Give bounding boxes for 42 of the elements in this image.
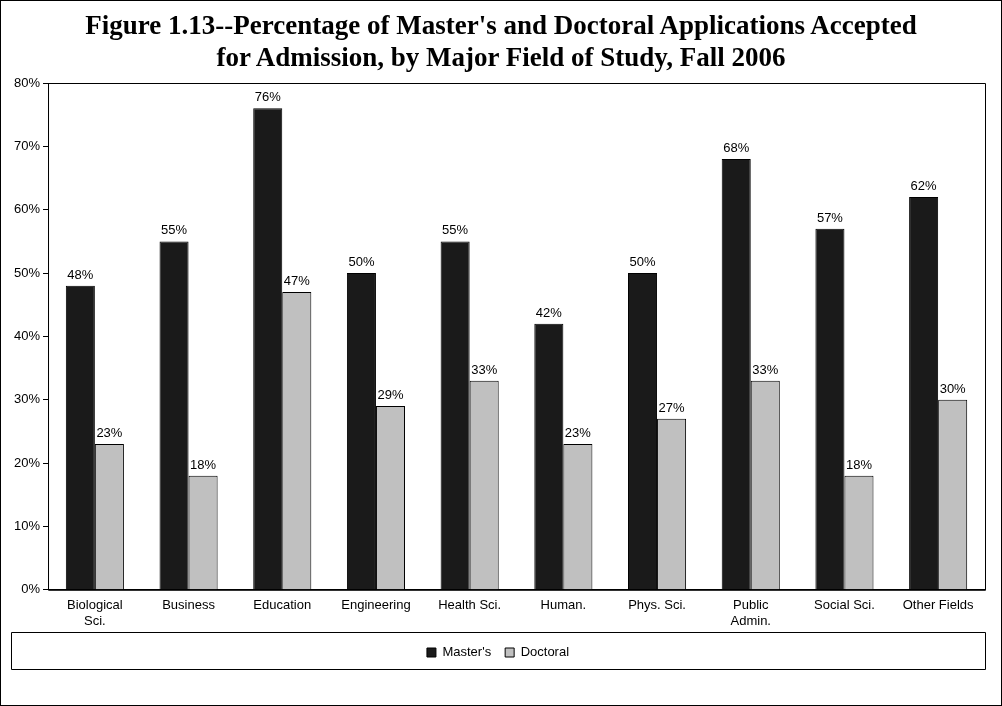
y-tick-label: 80%: [13, 74, 41, 90]
data-label: 23%: [564, 425, 592, 441]
data-label: 50%: [629, 254, 656, 270]
data-label: 50%: [348, 254, 375, 270]
data-label: 48%: [67, 266, 94, 282]
y-tick-label: 10%: [13, 518, 41, 534]
data-label: 76%: [254, 89, 282, 105]
y-tick-label: 30%: [13, 391, 41, 407]
data-label: 68%: [723, 140, 750, 156]
x-tick-label: Business: [162, 597, 216, 613]
data-label: 55%: [442, 222, 469, 238]
data-label: 62%: [910, 178, 938, 194]
data-label: 57%: [816, 209, 844, 225]
chart-title: Figure 1.13--Percentage of Master's and Doctoral Applications Accepted for Admission, by Major Field of Study, Fall 2006: [84, 9, 918, 73]
x-tick-label: Human.: [540, 597, 587, 613]
data-label: 18%: [190, 456, 217, 472]
x-tick-label: Biological Sci.: [67, 597, 123, 628]
x-tick-label: Engineering: [341, 597, 411, 613]
data-label: 23%: [96, 425, 123, 441]
data-label: 29%: [377, 387, 404, 403]
legend-label: Doctoral: [520, 644, 570, 660]
data-label: 33%: [752, 361, 779, 377]
y-tick-label: 70%: [13, 137, 41, 153]
data-label: 27%: [658, 399, 686, 415]
data-label: 47%: [283, 273, 311, 289]
y-tick-label: 40%: [13, 327, 41, 343]
data-label: 30%: [939, 380, 967, 396]
data-label: 33%: [471, 361, 498, 377]
x-tick-label: Health Sci.: [438, 597, 502, 613]
data-label: 55%: [161, 222, 188, 238]
data-label: 42%: [535, 304, 563, 320]
x-tick-label: Phys. Sci.: [628, 597, 686, 613]
y-tick-label: 60%: [13, 201, 41, 217]
y-tick-label: 20%: [13, 454, 41, 470]
data-label: 18%: [845, 456, 873, 472]
x-tick-label: Other Fields: [902, 597, 975, 613]
y-tick-label: 50%: [13, 264, 41, 280]
legend-label: Master's: [442, 644, 492, 660]
y-tick-label: 0%: [21, 581, 41, 597]
x-tick-label: Social Sci.: [814, 597, 875, 613]
x-tick-label: Public Admin.: [730, 597, 771, 628]
x-tick-label: Education: [253, 597, 312, 613]
